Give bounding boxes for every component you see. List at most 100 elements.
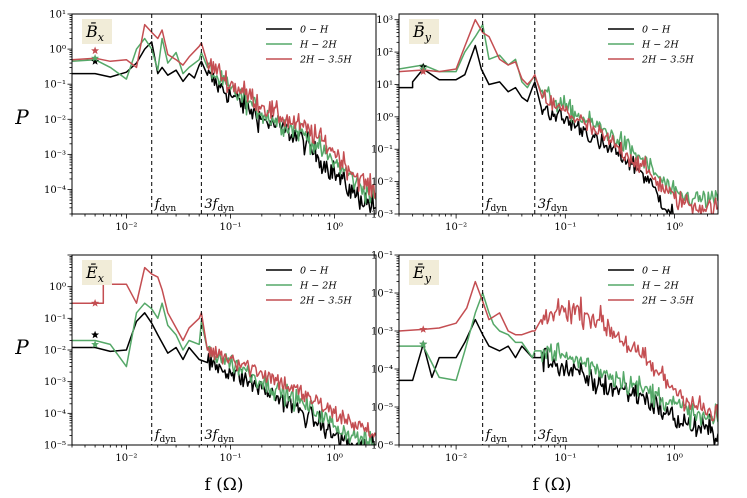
y-tick-label: 10⁻² bbox=[44, 115, 66, 126]
legend-entry-1: 0 − H bbox=[300, 25, 329, 36]
series-group bbox=[72, 23, 376, 214]
y-tick-label: 10⁻⁴ bbox=[44, 409, 66, 420]
legend-entry-3: 2H − 3.5H bbox=[641, 296, 694, 307]
series-line-1 bbox=[399, 44, 675, 214]
y-tick-label: 10⁰ bbox=[49, 45, 66, 56]
x-tick-label: 10⁰ bbox=[666, 222, 683, 233]
y-tick-label: 10⁻¹ bbox=[44, 80, 66, 91]
y-tick-label: 10¹ bbox=[376, 80, 393, 91]
x-tick-label: 10⁰ bbox=[326, 453, 343, 464]
y-axis-label-top: P bbox=[14, 105, 29, 129]
series-group bbox=[399, 18, 718, 214]
legend-entry-2: H − 2H bbox=[641, 40, 679, 51]
panel-label: Ēy bbox=[412, 262, 432, 285]
legend-entry-1: 0 − H bbox=[300, 266, 329, 277]
star-marker-3 bbox=[419, 67, 428, 75]
series-line-1 bbox=[72, 312, 375, 445]
legend-entry-2: H − 2H bbox=[641, 281, 679, 292]
y-axis-label-bottom: P bbox=[14, 335, 29, 359]
panel-label-badge bbox=[409, 19, 439, 44]
series-line-1 bbox=[399, 318, 718, 445]
series-line-2 bbox=[72, 37, 376, 204]
star-marker-2 bbox=[91, 54, 100, 62]
star-marker-2 bbox=[91, 340, 100, 348]
series-line-3 bbox=[72, 266, 376, 439]
series-line-1 bbox=[72, 41, 376, 214]
x-tick-label: 10⁻¹ bbox=[219, 222, 241, 233]
series-line-2 bbox=[399, 292, 718, 430]
x-tick-label: 10⁻² bbox=[445, 222, 467, 233]
star-marker-1 bbox=[91, 330, 100, 339]
y-tick-label: 10⁻³ bbox=[44, 150, 66, 161]
y-tick-label: 10⁻³ bbox=[371, 210, 393, 221]
y-tick-label: 10⁰ bbox=[376, 112, 393, 123]
y-tick-label: 10⁻¹ bbox=[371, 251, 393, 262]
vline-label-1: fdyn bbox=[154, 428, 177, 445]
legend-entry-3: 2H − 3.5H bbox=[299, 55, 352, 66]
series-group bbox=[399, 280, 718, 445]
axes-frame bbox=[71, 13, 377, 215]
y-tick-label: 10¹ bbox=[49, 10, 66, 21]
y-tick-label: 10³ bbox=[376, 15, 393, 26]
panel-label-badge bbox=[82, 260, 112, 285]
vline-label-2: 3fdyn bbox=[538, 428, 568, 445]
vline-label-2: 3fdyn bbox=[538, 197, 568, 214]
y-tick-label: 10⁻¹ bbox=[44, 314, 66, 325]
legend-entry-2: H − 2H bbox=[299, 281, 337, 292]
x-axis-label-right: f (Ω) bbox=[532, 475, 571, 495]
panel-3: fdyn 3fdyn 10⁻² 10⁻¹ 10⁰ 10⁻⁵ 10⁻⁴ 10⁻³ 10⁻² 10⁻¹… bbox=[44, 254, 377, 464]
vline-label-1: fdyn bbox=[485, 197, 508, 214]
y-tick-label: 10⁻² bbox=[44, 346, 66, 357]
vline-label-1: fdyn bbox=[485, 428, 508, 445]
y-tick-label: 10⁻⁴ bbox=[371, 365, 393, 376]
y-tick-label: 10⁻⁵ bbox=[44, 441, 66, 452]
axes-frame bbox=[398, 13, 719, 215]
x-tick-label: 10⁻¹ bbox=[554, 222, 576, 233]
x-tick-label: 10⁰ bbox=[326, 222, 343, 233]
star-marker-3 bbox=[91, 299, 100, 307]
x-tick-label: 10⁻¹ bbox=[219, 453, 241, 464]
x-tick-label: 10⁰ bbox=[666, 453, 683, 464]
y-tick-label: 10⁻⁶ bbox=[371, 441, 393, 452]
legend-entry-3: 2H − 3.5H bbox=[299, 296, 352, 307]
legend-entry-3: 2H − 3.5H bbox=[641, 55, 694, 66]
panel-label: B̄x bbox=[85, 20, 105, 44]
panel-4: fdyn 3fdyn 10⁻² 10⁻¹ 10⁰ 10⁻⁶ 10⁻⁵ 10⁻⁴ 10⁻³ 10⁻²… bbox=[371, 251, 719, 464]
series-line-2 bbox=[399, 23, 718, 209]
series-line-2 bbox=[72, 302, 376, 445]
x-axis-label-left: f (Ω) bbox=[204, 475, 243, 495]
y-tick-label: 10⁻⁴ bbox=[44, 185, 66, 196]
star-marker-3 bbox=[91, 46, 100, 55]
y-tick-label: 10⁻² bbox=[371, 289, 393, 300]
x-tick-label: 10⁻² bbox=[115, 453, 137, 464]
panel-label-badge bbox=[409, 260, 439, 285]
y-tick-label: 10⁻³ bbox=[44, 377, 66, 388]
series-group bbox=[72, 266, 376, 445]
series-line-3 bbox=[72, 23, 376, 199]
y-tick-label: 10⁻¹ bbox=[371, 145, 393, 156]
y-tick-label: 10² bbox=[376, 48, 393, 59]
series-line-3 bbox=[399, 280, 718, 422]
legend-entry-1: 0 − H bbox=[642, 266, 671, 277]
panel-1: fdyn 3fdyn 10⁻² 10⁻¹ 10⁰ 10⁻⁴ 10⁻³ 10⁻² 10⁻¹ 10⁰ 1… bbox=[44, 10, 377, 233]
vline-label-2: 3fdyn bbox=[204, 428, 234, 445]
legend-entry-2: H − 2H bbox=[299, 40, 337, 51]
vline-label-2: 3fdyn bbox=[204, 197, 234, 214]
panel-label: Ēx bbox=[85, 262, 105, 285]
axes-frame bbox=[398, 254, 719, 446]
star-marker-3 bbox=[419, 325, 428, 333]
y-tick-label: 10⁻³ bbox=[371, 327, 393, 338]
panel-label-badge bbox=[82, 19, 112, 44]
vline-label-1: fdyn bbox=[154, 197, 177, 214]
x-tick-label: 10⁻² bbox=[445, 453, 467, 464]
series-line-3 bbox=[399, 18, 718, 214]
star-marker-2 bbox=[419, 340, 428, 348]
x-tick-label: 10⁻² bbox=[115, 222, 137, 233]
legend-entry-1: 0 − H bbox=[642, 25, 671, 36]
star-marker-1 bbox=[91, 57, 100, 65]
y-tick-label: 10⁰ bbox=[49, 282, 66, 293]
panel-2: fdyn 3fdyn 10⁻² 10⁻¹ 10⁰ 10⁻³ 10⁻² 10⁻¹ 10⁰ 10¹ 10… bbox=[371, 13, 719, 233]
x-tick-label: 10⁻¹ bbox=[554, 453, 576, 464]
panel-label: B̄y bbox=[412, 20, 432, 44]
